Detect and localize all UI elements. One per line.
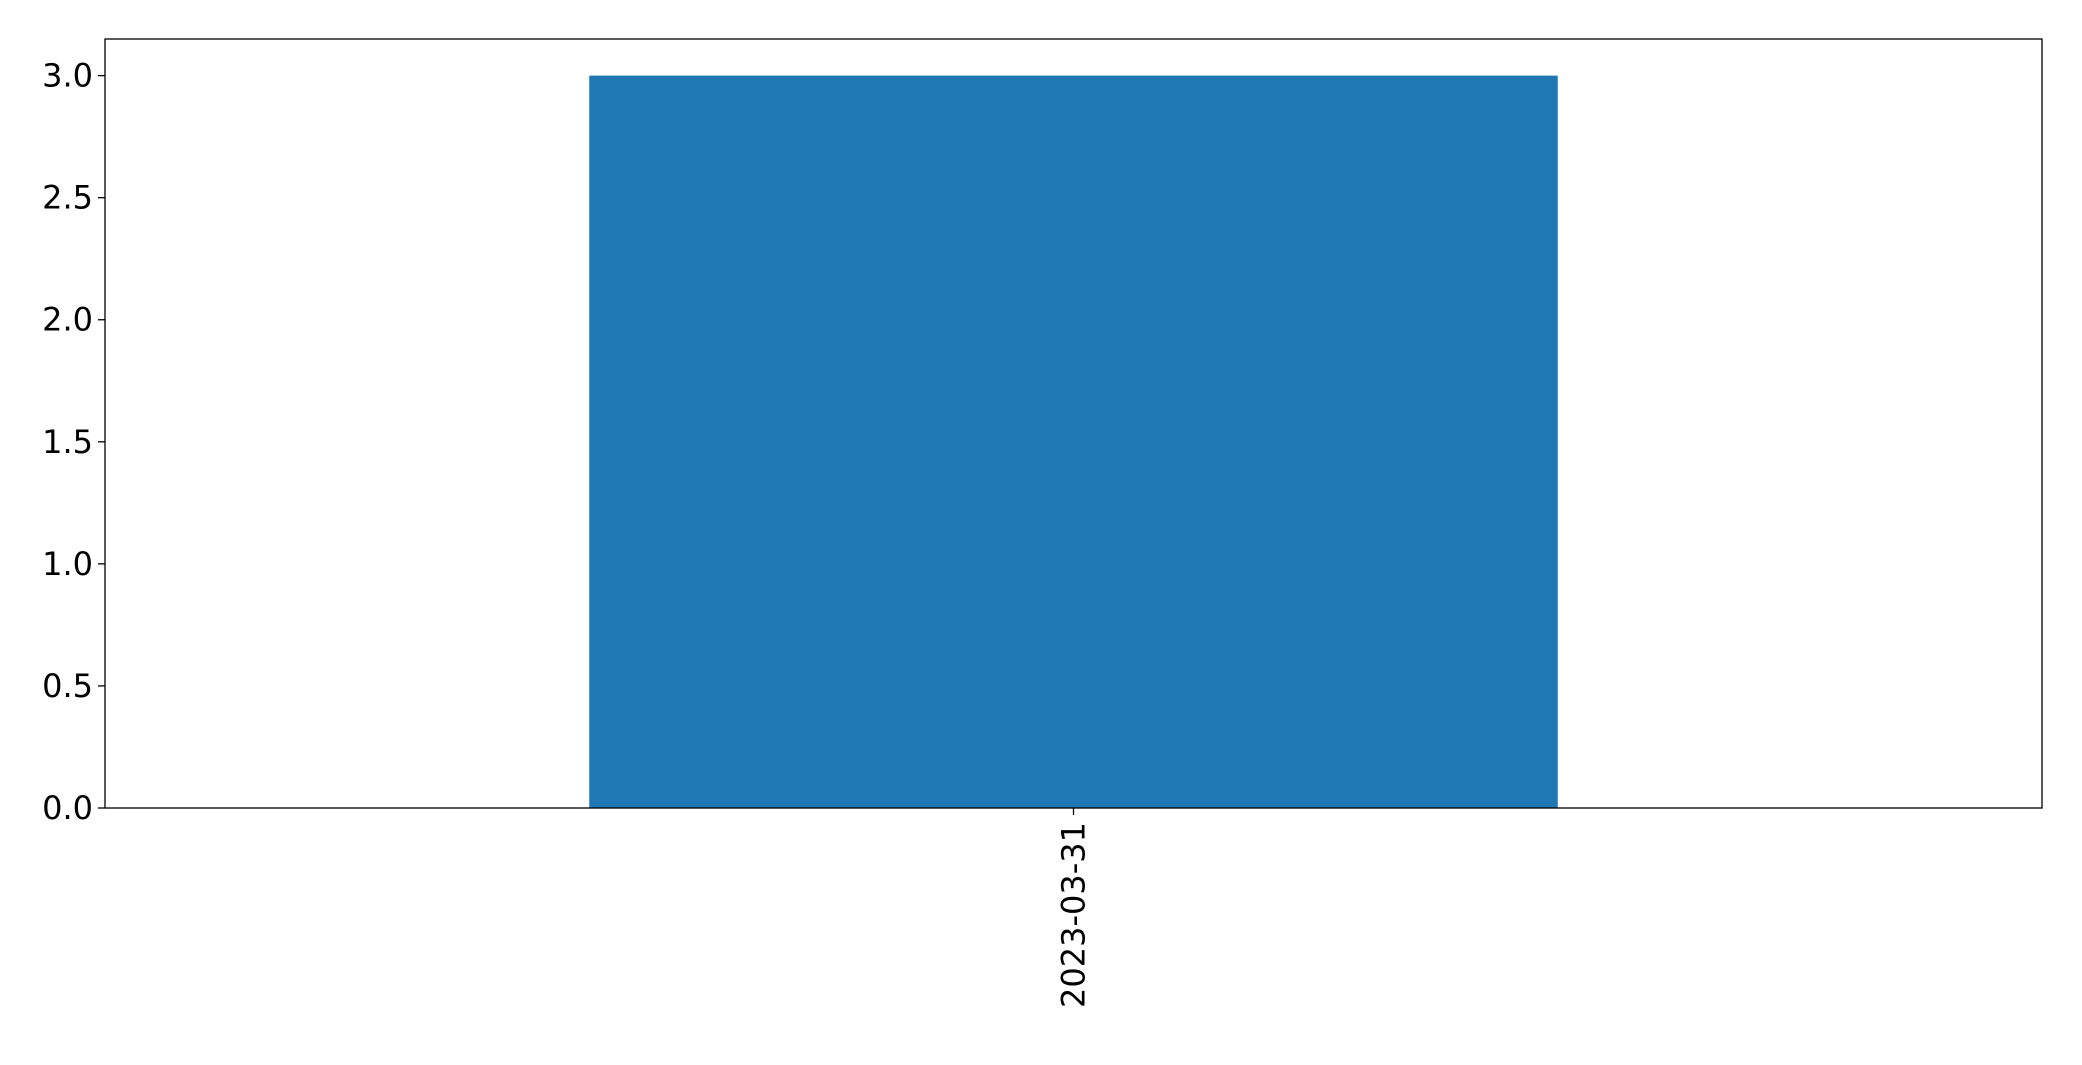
y-tick-label: 2.0: [42, 301, 93, 339]
y-tick-label: 0.5: [42, 667, 93, 705]
bar: [589, 75, 1558, 809]
y-tick-label: 3.0: [42, 57, 93, 95]
y-tick-label: 2.5: [42, 179, 93, 217]
y-tick-label: 0.0: [42, 789, 93, 827]
y-tick-label: 1.0: [42, 545, 93, 583]
x-tick-label: 2023-03-31: [1055, 822, 1093, 1008]
y-tick-label: 1.5: [42, 423, 93, 461]
